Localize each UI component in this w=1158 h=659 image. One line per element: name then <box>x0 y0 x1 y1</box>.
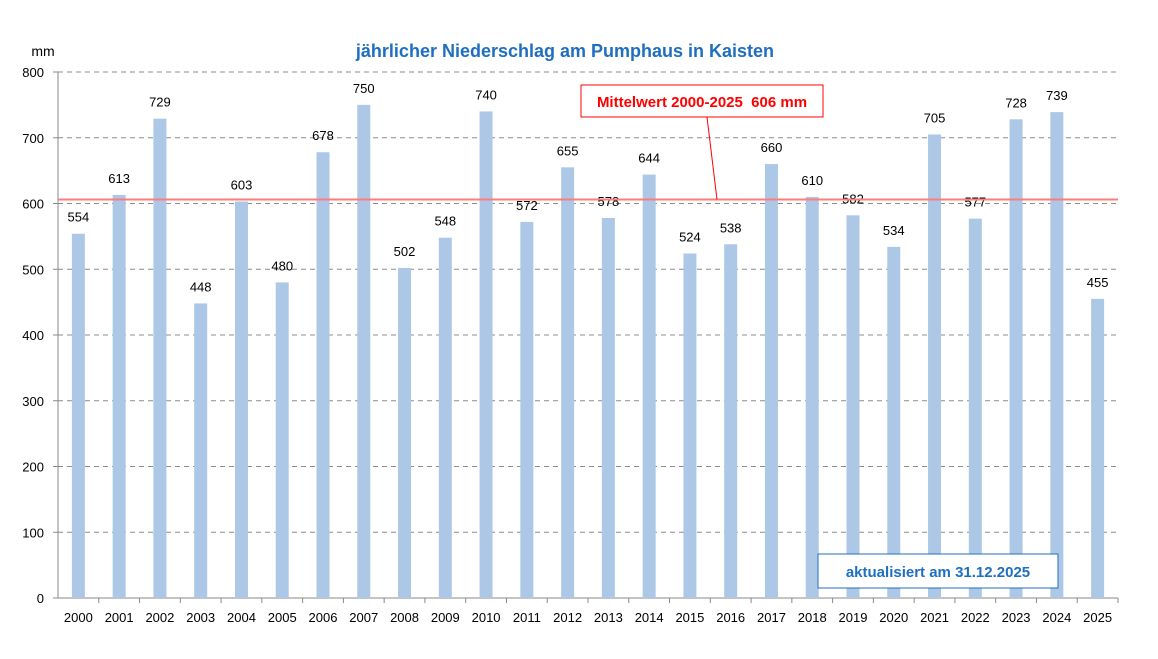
y-tick-label: 0 <box>37 591 44 606</box>
x-tick-label-2001: 2001 <box>105 610 134 625</box>
bar-2014 <box>642 174 656 598</box>
x-tick-label-2024: 2024 <box>1042 610 1071 625</box>
bar-2007 <box>357 104 371 598</box>
x-tick-label-2025: 2025 <box>1083 610 1112 625</box>
y-tick-label: 500 <box>22 262 44 277</box>
bar-2011 <box>520 221 534 598</box>
x-tick-label-2007: 2007 <box>349 610 378 625</box>
x-tick-label-2006: 2006 <box>309 610 338 625</box>
update-note: aktualisiert am 31.12.2025 <box>846 564 1030 581</box>
data-label-2025: 455 <box>1087 275 1109 290</box>
chart-title: jährlicher Niederschlag am Pumphaus in K… <box>355 41 774 61</box>
data-label-2013: 578 <box>598 194 620 209</box>
data-label-2007: 750 <box>353 81 375 96</box>
bar-2023 <box>1009 119 1023 598</box>
bar-2024 <box>1050 112 1064 599</box>
y-tick-label: 400 <box>22 328 44 343</box>
x-tick-label-2016: 2016 <box>716 610 745 625</box>
data-label-2002: 729 <box>149 95 171 110</box>
update-box <box>817 553 1059 589</box>
data-label-2022: 577 <box>964 195 986 210</box>
data-label-2008: 502 <box>394 244 416 259</box>
y-tick-label: 100 <box>22 525 44 540</box>
data-label-2006: 678 <box>312 128 334 143</box>
x-tick-label-2005: 2005 <box>268 610 297 625</box>
x-tick-label-2017: 2017 <box>757 610 786 625</box>
x-tick-label-2021: 2021 <box>920 610 949 625</box>
data-label-2004: 603 <box>231 178 253 193</box>
bar-2021 <box>928 134 942 598</box>
bar-2002 <box>153 118 167 599</box>
bar-2006 <box>316 152 330 598</box>
data-label-2001: 613 <box>108 171 130 186</box>
bar-2008 <box>398 267 412 598</box>
data-label-2023: 728 <box>1005 95 1027 110</box>
bar-2022 <box>968 218 982 598</box>
bar-2000 <box>71 233 85 598</box>
x-tick-label-2015: 2015 <box>675 610 704 625</box>
x-tick-label-2012: 2012 <box>553 610 582 625</box>
bar-2001 <box>112 194 126 598</box>
bar-2015 <box>683 253 697 598</box>
data-label-2010: 740 <box>475 87 497 102</box>
mean-callout-box <box>580 84 824 118</box>
bar-2012 <box>561 167 575 598</box>
x-tick-label-2022: 2022 <box>961 610 990 625</box>
x-tick-label-2008: 2008 <box>390 610 419 625</box>
data-label-2017: 660 <box>761 140 783 155</box>
bar-2003 <box>194 303 208 598</box>
bar-2019 <box>846 215 860 598</box>
data-label-2024: 739 <box>1046 88 1068 103</box>
x-tick-label-2002: 2002 <box>145 610 174 625</box>
data-label-2020: 534 <box>883 223 905 238</box>
x-tick-label-2018: 2018 <box>798 610 827 625</box>
y-axis-label: mm <box>31 43 54 59</box>
x-tick-label-2003: 2003 <box>186 610 215 625</box>
data-label-2009: 548 <box>434 214 456 229</box>
x-tick-label-2000: 2000 <box>64 610 93 625</box>
y-tick-label: 600 <box>22 197 44 212</box>
bar-2025 <box>1091 298 1105 598</box>
data-label-2011: 572 <box>516 198 538 213</box>
x-tick-label-2019: 2019 <box>839 610 868 625</box>
bar-2010 <box>479 111 493 598</box>
data-label-2015: 524 <box>679 229 701 244</box>
data-label-2003: 448 <box>190 279 212 294</box>
data-label-2012: 655 <box>557 143 579 158</box>
x-tick-label-2013: 2013 <box>594 610 623 625</box>
x-tick-label-2014: 2014 <box>635 610 664 625</box>
x-tick-label-2010: 2010 <box>472 610 501 625</box>
data-label-2021: 705 <box>924 110 946 125</box>
data-label-2014: 644 <box>638 151 660 166</box>
bar-2016 <box>724 244 738 598</box>
bar-2005 <box>275 282 289 598</box>
y-tick-label: 200 <box>22 460 44 475</box>
data-label-2018: 610 <box>801 173 823 188</box>
data-label-2005: 480 <box>271 258 293 273</box>
x-tick-label-2020: 2020 <box>879 610 908 625</box>
bar-2009 <box>438 237 452 598</box>
data-label-2000: 554 <box>68 210 90 225</box>
bar-2017 <box>764 164 778 599</box>
x-tick-label-2004: 2004 <box>227 610 256 625</box>
y-tick-label: 300 <box>22 394 44 409</box>
bar-2013 <box>601 217 615 598</box>
mean-callout-text: Mittelwert 2000-2025 606 mm <box>597 94 807 111</box>
mean-callout-leader <box>706 116 718 200</box>
y-tick-label: 800 <box>22 65 44 80</box>
bar-2004 <box>234 201 248 598</box>
bar-2020 <box>887 246 901 598</box>
x-tick-label-2009: 2009 <box>431 610 460 625</box>
x-tick-label-2011: 2011 <box>513 610 541 625</box>
x-tick-label-2023: 2023 <box>1002 610 1031 625</box>
data-label-2016: 538 <box>720 220 742 235</box>
y-tick-label: 700 <box>22 131 44 146</box>
bar-2018 <box>805 196 819 599</box>
